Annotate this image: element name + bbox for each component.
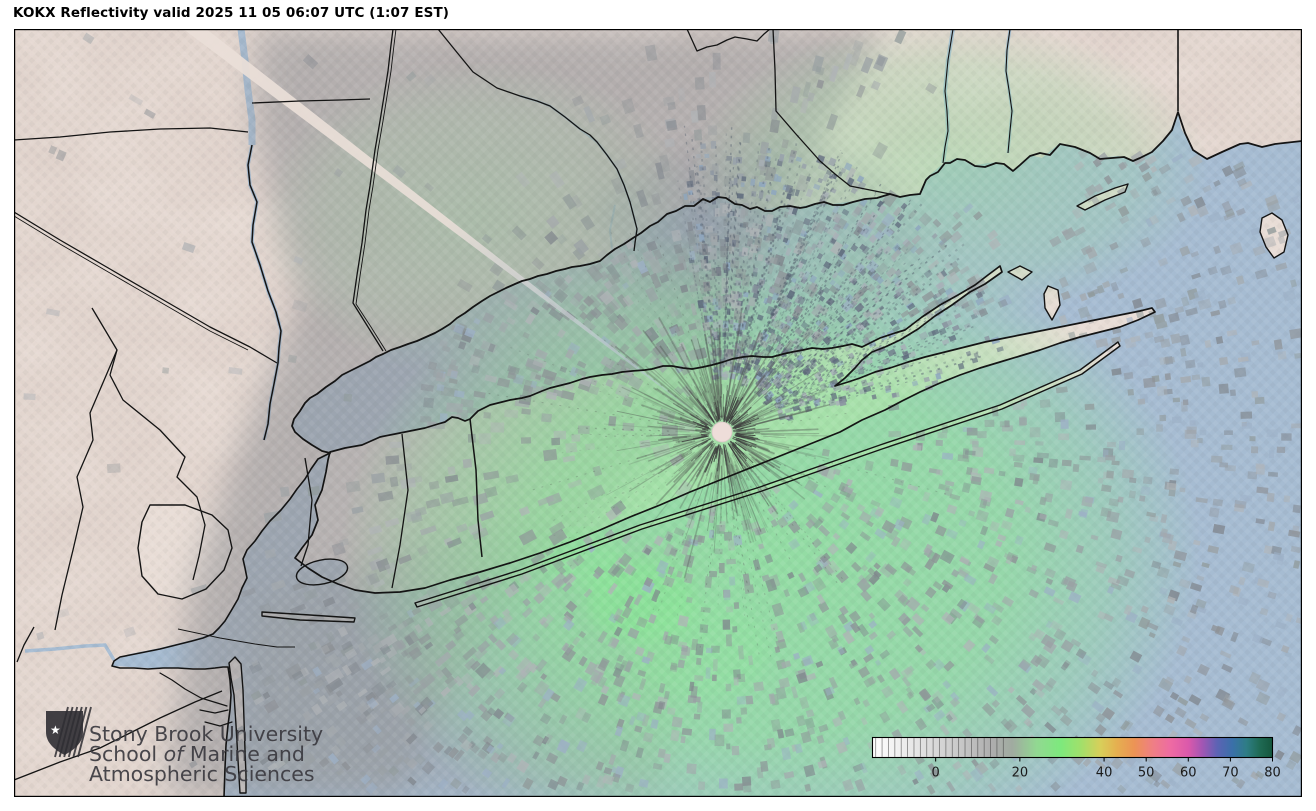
coastlines bbox=[111, 111, 1302, 797]
radar-map: 0 20 40 50 60 70 80 ★ Stony Brook University S… bbox=[13, 28, 1303, 798]
colorbar-tick-label: 0 bbox=[932, 766, 940, 781]
colorbar-tick-label: 20 bbox=[1012, 766, 1029, 781]
colorbar-tick-label: 60 bbox=[1180, 766, 1197, 781]
sbu-shield-icon: ★ bbox=[46, 706, 92, 758]
logo-line3: Atmospheric Sciences bbox=[89, 762, 315, 786]
logo-line2: School of Marine and bbox=[89, 742, 305, 766]
reflectivity-field bbox=[14, 29, 1302, 797]
colorbar-tick-label: 80 bbox=[1264, 766, 1281, 781]
county-lines bbox=[14, 29, 1179, 781]
radar-spokes bbox=[488, 125, 982, 657]
map-frame-border bbox=[13, 28, 1303, 798]
colorbar-tick-label: 50 bbox=[1138, 766, 1155, 781]
colorbar-tick-label: 40 bbox=[1096, 766, 1113, 781]
colorbar-tick-label: 70 bbox=[1222, 766, 1239, 781]
radar-map-figure: 0 20 40 50 60 70 80 ★ Stony Brook University S… bbox=[13, 28, 1303, 798]
star-icon: ★ bbox=[50, 723, 61, 737]
radar-site-marker bbox=[711, 421, 733, 443]
radar-speckle-northwest bbox=[23, 29, 938, 769]
beam-blockage-ray bbox=[183, 29, 722, 433]
map-title: KOKX Reflectivity valid 2025 11 05 06:07… bbox=[13, 5, 450, 21]
sbu-logo: ★ Stony Brook University School of Marin… bbox=[46, 706, 323, 786]
logo-line1: Stony Brook University bbox=[89, 722, 323, 746]
colorbar: 0 20 40 50 60 70 80 bbox=[871, 736, 1281, 781]
